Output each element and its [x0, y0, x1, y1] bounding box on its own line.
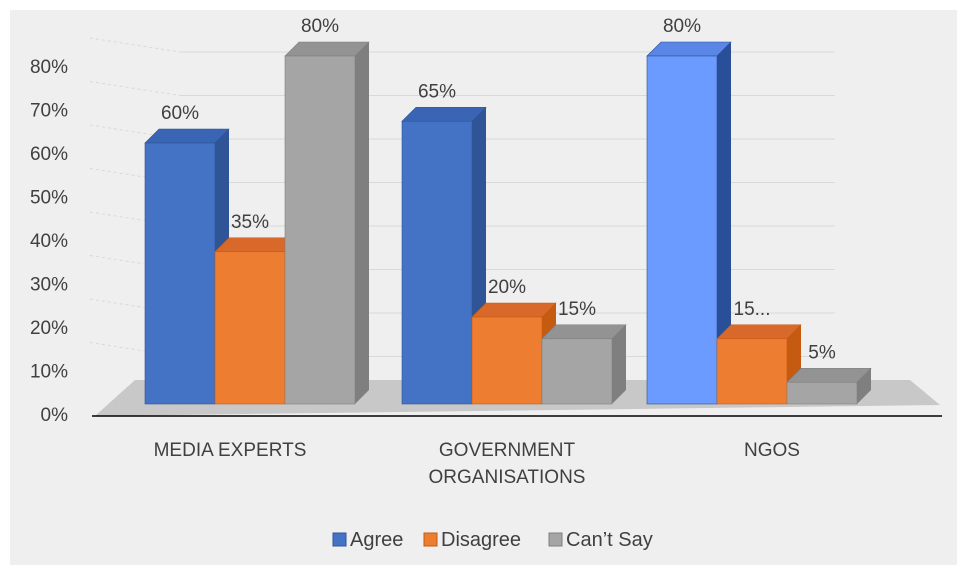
category-label-line: MEDIA EXPERTS: [154, 440, 307, 461]
gridline: [89, 37, 181, 53]
category-label-media-experts: MEDIA EXPERTS: [154, 440, 307, 461]
y-tick-label: 70%: [30, 101, 68, 122]
y-tick-label: 80%: [30, 57, 68, 78]
legend-label-can-t-say: Can’t Say: [566, 529, 653, 551]
bar-top-face: [401, 106, 487, 122]
bar-top-face: [284, 41, 370, 57]
category-label-government-organisations: GOVERNMENT ORGANISATIONS: [429, 440, 586, 488]
category-label-line: ORGANISATIONS: [429, 467, 586, 488]
bar-ngos-agree: [646, 41, 732, 405]
category-label-ngos: NGOS: [744, 440, 800, 461]
y-tick-label: 20%: [30, 318, 68, 339]
y-axis: 0% 10% 20% 30% 40% 50% 60% 70% 80%: [30, 57, 68, 426]
bar-front-face: [471, 316, 543, 405]
legend-swatch-can-t-say: [548, 532, 563, 547]
bar-ngos-can-t-say: [786, 367, 872, 405]
legend-swatch-disagree: [423, 532, 438, 547]
y-tick-label: 50%: [30, 188, 68, 209]
bar-front-face: [401, 120, 473, 405]
y-tick-label: 60%: [30, 144, 68, 165]
bar-top-face: [786, 367, 872, 383]
data-label-media-experts-agree: 60%: [161, 103, 199, 124]
legend: Agree Disagree Can’t Say: [332, 529, 653, 551]
y-tick-label: 40%: [30, 231, 68, 252]
data-labels: 60% 35% 80% 65% 20% 15% 80% 15... 5%: [161, 16, 836, 363]
data-label-ngos-disagree: 15...: [734, 299, 771, 320]
bar-ngos-disagree: [716, 324, 802, 405]
y-tick-label: 10%: [30, 362, 68, 383]
bar-front-face: [716, 338, 788, 405]
legend-label-disagree: Disagree: [441, 529, 521, 551]
bar-front-face: [214, 251, 286, 405]
bar-front-face: [786, 381, 858, 405]
data-label-media-experts-can-t-say: 80%: [301, 16, 339, 37]
bar-top-face: [471, 302, 557, 318]
bar-top-face: [144, 128, 230, 144]
bar-top-face: [716, 324, 802, 340]
legend-label-agree: Agree: [350, 529, 403, 551]
gridline: [89, 81, 181, 96]
y-tick-label: 0%: [41, 405, 69, 426]
data-label-government-organisations-can-t-say: 15%: [558, 299, 596, 320]
bar-top-face: [646, 41, 732, 57]
x-axis: MEDIA EXPERTS GOVERNMENT ORGANISATIONS NGOS: [154, 440, 800, 488]
bar-side-face: [857, 368, 871, 404]
chart-panel: 0% 10% 20% 30% 40% 50% 60% 70% 80% 60% 35% 80% 65% 2…: [10, 10, 957, 565]
data-label-ngos-agree: 80%: [663, 16, 701, 37]
legend-swatch-agree: [332, 532, 347, 547]
bar-front-face: [284, 55, 356, 405]
bar-front-face: [646, 55, 718, 405]
data-label-government-organisations-disagree: 20%: [488, 277, 526, 298]
bar-media-experts-can-t-say: [284, 41, 370, 405]
bar-front-face: [541, 338, 613, 405]
y-tick-label: 30%: [30, 275, 68, 296]
data-label-ngos-can-t-say: 5%: [808, 342, 836, 363]
bar-government-organisations-can-t-say: [541, 324, 627, 405]
bar-side-face: [355, 42, 369, 404]
bar-top-face: [541, 324, 627, 340]
bar-side-face: [717, 42, 731, 404]
bar-chart: 0% 10% 20% 30% 40% 50% 60% 70% 80% 60% 35% 80% 65% 2…: [30, 16, 942, 551]
bar-front-face: [144, 142, 216, 405]
bars: [144, 41, 872, 405]
category-label-line: GOVERNMENT: [439, 440, 576, 461]
data-label-media-experts-disagree: 35%: [231, 212, 269, 233]
bar-side-face: [612, 324, 626, 404]
data-label-government-organisations-agree: 65%: [418, 81, 456, 102]
category-label-line: NGOS: [744, 440, 800, 461]
